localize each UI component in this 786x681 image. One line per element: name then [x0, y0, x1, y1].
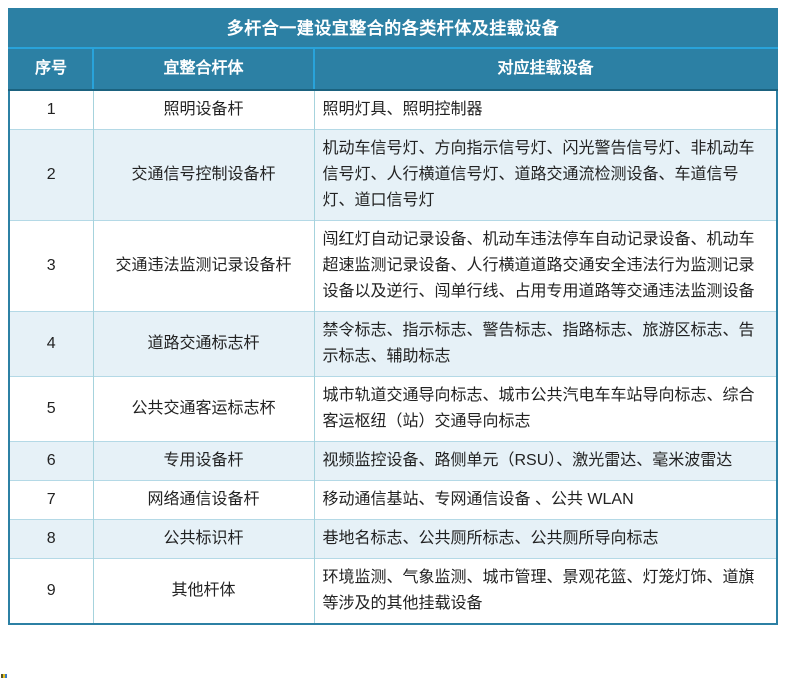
row-number: 5 [9, 376, 93, 442]
table-row: 1 照明设备杆 照明灯具、照明控制器 [9, 90, 777, 130]
mounted-devices: 机动车信号灯、方向指示信号灯、闪光警告信号灯、非机动车信号灯、人行横道信号灯、道… [313, 129, 777, 221]
table-row: 6 专用设备杆 视频监控设备、路侧单元（RSU）、激光雷达、毫米波雷达 [9, 441, 777, 481]
table-row: 5 公共交通客运标志杯 城市轨道交通导向标志、城市公共汽电车车站导向标志、综合客… [9, 376, 777, 442]
table-row: 4 道路交通标志杆 禁令标志、指示标志、警告标志、指路标志、旅游区标志、告示标志… [9, 311, 777, 377]
row-number: 6 [9, 441, 93, 481]
pole-type: 照明设备杆 [92, 90, 314, 130]
mounted-devices: 巷地名标志、公共厕所标志、公共厕所导向标志 [313, 519, 777, 559]
pole-type: 公共交通客运标志杯 [92, 376, 314, 442]
pole-type: 其他杆体 [92, 558, 314, 624]
mounted-devices: 移动通信基站、专网通信设备 、公共 WLAN [313, 480, 777, 520]
row-number: 7 [9, 480, 93, 520]
table-row: 7 网络通信设备杆 移动通信基站、专网通信设备 、公共 WLAN [9, 480, 777, 520]
mounted-devices: 视频监控设备、路侧单元（RSU）、激光雷达、毫米波雷达 [313, 441, 777, 481]
row-number: 1 [9, 90, 93, 130]
row-number: 8 [9, 519, 93, 559]
table-title: 多杆合一建设宜整合的各类杆体及挂载设备 [9, 9, 777, 49]
mounted-devices: 环境监测、气象监测、城市管理、景观花篮、灯笼灯饰、道旗等涉及的其他挂载设备 [313, 558, 777, 624]
table-container: 多杆合一建设宜整合的各类杆体及挂载设备 序号 宜整合杆体 对应挂载设备 1 照明… [8, 8, 778, 625]
table-title-row: 多杆合一建设宜整合的各类杆体及挂载设备 [9, 9, 777, 49]
cursor-artifact [1, 674, 7, 678]
mounted-devices: 照明灯具、照明控制器 [313, 90, 777, 130]
pole-type: 交通违法监测记录设备杆 [92, 220, 314, 312]
row-number: 3 [9, 220, 93, 312]
table-header-row: 序号 宜整合杆体 对应挂载设备 [9, 48, 777, 91]
column-header-devices: 对应挂载设备 [313, 48, 777, 91]
table-body: 1 照明设备杆 照明灯具、照明控制器 2 交通信号控制设备杆 机动车信号灯、方向… [9, 90, 777, 624]
pole-type: 专用设备杆 [92, 441, 314, 481]
pole-type: 道路交通标志杆 [92, 311, 314, 377]
pole-type: 公共标识杆 [92, 519, 314, 559]
column-header-number: 序号 [9, 48, 93, 91]
row-number: 9 [9, 558, 93, 624]
mounted-devices: 城市轨道交通导向标志、城市公共汽电车车站导向标志、综合客运枢纽（站）交通导向标志 [313, 376, 777, 442]
pole-type: 网络通信设备杆 [92, 480, 314, 520]
table-row: 3 交通违法监测记录设备杆 闯红灯自动记录设备、机动车违法停车自动记录设备、机动… [9, 220, 777, 312]
row-number: 2 [9, 129, 93, 221]
table-row: 8 公共标识杆 巷地名标志、公共厕所标志、公共厕所导向标志 [9, 519, 777, 559]
row-number: 4 [9, 311, 93, 377]
pole-integration-table: 多杆合一建设宜整合的各类杆体及挂载设备 序号 宜整合杆体 对应挂载设备 1 照明… [8, 8, 778, 625]
column-header-pole: 宜整合杆体 [92, 48, 314, 91]
table-row: 9 其他杆体 环境监测、气象监测、城市管理、景观花篮、灯笼灯饰、道旗等涉及的其他… [9, 558, 777, 624]
pole-type: 交通信号控制设备杆 [92, 129, 314, 221]
mounted-devices: 闯红灯自动记录设备、机动车违法停车自动记录设备、机动车超速监测记录设备、人行横道… [313, 220, 777, 312]
mounted-devices: 禁令标志、指示标志、警告标志、指路标志、旅游区标志、告示标志、辅助标志 [313, 311, 777, 377]
table-row: 2 交通信号控制设备杆 机动车信号灯、方向指示信号灯、闪光警告信号灯、非机动车信… [9, 129, 777, 221]
